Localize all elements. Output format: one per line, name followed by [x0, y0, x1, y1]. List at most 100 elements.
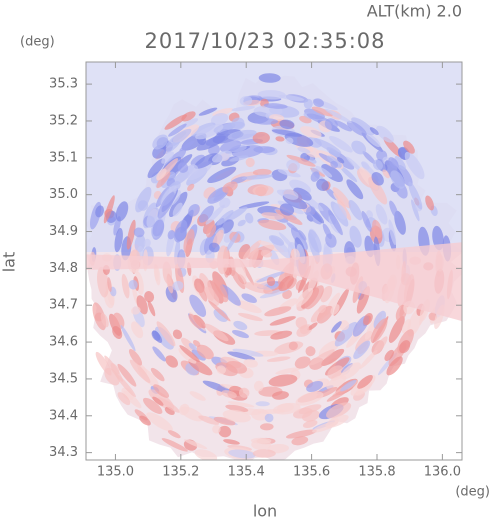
echo-cell — [252, 449, 276, 458]
x-tick-label: 135.4 — [228, 465, 265, 480]
echo-cell — [349, 225, 362, 248]
echo-cell — [260, 423, 274, 431]
echo-cell — [152, 134, 169, 150]
echo-cell — [165, 128, 192, 148]
echo-cell — [196, 344, 214, 360]
echo-cell — [294, 356, 311, 369]
echo-cell — [411, 199, 420, 222]
echo-cell — [261, 212, 284, 220]
echo-cell — [117, 363, 137, 387]
echo-cell — [128, 279, 138, 290]
echo-cell — [357, 374, 373, 389]
echo-cell — [245, 157, 255, 168]
echo-cell — [223, 206, 248, 223]
echo-cell — [205, 204, 225, 225]
echo-cell — [297, 147, 311, 154]
echo-cell — [278, 232, 297, 252]
y-tick-label: 34.6 — [49, 335, 78, 350]
echo-cell — [238, 312, 263, 322]
echo-cell — [179, 403, 190, 416]
echo-cell — [270, 330, 293, 340]
echo-cell — [388, 316, 405, 343]
echo-cell — [304, 285, 324, 310]
echo-cell — [161, 438, 188, 452]
x-tick-label: 135.2 — [162, 465, 199, 480]
echo-cell — [161, 151, 174, 164]
echo-cell — [134, 234, 146, 253]
echo-cell — [120, 325, 136, 352]
echo-cell — [114, 227, 123, 253]
echo-cell — [239, 95, 253, 106]
y-axis-label: lat — [0, 252, 19, 273]
y-tick-label: 34.3 — [49, 445, 78, 460]
echo-cell — [278, 275, 294, 292]
echo-cell — [316, 305, 334, 324]
echo-cell — [298, 230, 307, 241]
echo-cell — [228, 449, 256, 459]
echo-cell — [266, 356, 291, 362]
echo-cell — [390, 170, 405, 189]
echo-cell — [226, 231, 239, 252]
echo-cell — [198, 415, 220, 425]
echo-cell — [216, 365, 226, 375]
echo-cell — [147, 158, 166, 179]
echo-cell — [264, 306, 292, 317]
echo-cell — [173, 219, 188, 243]
echo-cell — [164, 114, 187, 130]
echo-cell — [324, 108, 352, 123]
echo-cell — [222, 181, 238, 193]
echo-cell — [394, 155, 406, 171]
echo-cell — [254, 118, 279, 125]
echo-cell — [299, 325, 310, 335]
echo-cell — [194, 153, 219, 169]
echo-cell — [199, 205, 214, 223]
echo-cell — [291, 436, 309, 446]
echo-cell — [361, 210, 372, 232]
echo-cell — [232, 330, 249, 339]
echo-cell — [288, 341, 298, 351]
echo-cell — [128, 349, 143, 366]
echo-cell — [316, 178, 329, 192]
echo-cell — [389, 200, 399, 219]
echo-cell — [302, 420, 318, 428]
echo-cell — [308, 229, 322, 253]
echo-cell — [318, 304, 327, 314]
echo-cell — [295, 287, 314, 307]
echo-cell — [321, 164, 343, 182]
echo-cell — [386, 356, 403, 376]
echo-cell — [168, 123, 187, 137]
echo-cell — [165, 355, 179, 368]
echo-cell — [129, 359, 151, 383]
y-tick-label: 35.1 — [49, 150, 78, 165]
echo-cell — [279, 203, 295, 216]
echo-cell — [279, 119, 295, 129]
echo-cell — [172, 202, 183, 217]
echo-cell — [322, 223, 332, 240]
echo-cell — [229, 155, 249, 162]
echo-cell — [245, 212, 254, 224]
echo-cell — [268, 235, 285, 246]
echo-cell — [177, 162, 189, 173]
echo-cell — [258, 219, 287, 231]
echo-cell — [188, 343, 197, 351]
echo-cell — [310, 171, 320, 182]
echo-cell — [353, 340, 371, 360]
echo-cell — [190, 154, 205, 167]
echo-cell — [221, 390, 237, 399]
echo-cell — [252, 185, 274, 197]
y-tick-label: 34.5 — [49, 371, 78, 386]
echo-cell — [286, 159, 300, 172]
echo-cell — [117, 392, 131, 406]
y-tick-label: 34.9 — [49, 224, 78, 239]
echo-cell — [187, 183, 195, 192]
echo-cell — [216, 210, 234, 226]
echo-cell — [212, 424, 221, 434]
echo-cell — [250, 437, 272, 444]
echo-cell — [255, 401, 270, 407]
echo-cell — [331, 321, 342, 333]
y-tick-label: 35.2 — [49, 113, 78, 128]
echo-cell — [345, 156, 364, 173]
echo-cell — [191, 349, 206, 361]
echo-cell — [110, 363, 120, 375]
